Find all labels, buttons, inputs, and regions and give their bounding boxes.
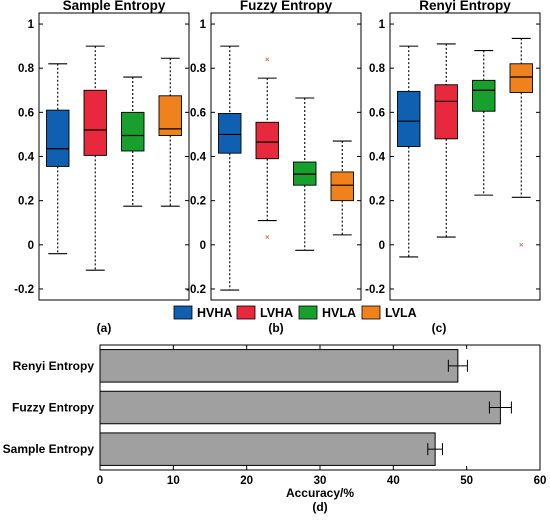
legend-label-lvha: LVHA bbox=[260, 306, 293, 320]
legend-swatch-lvha bbox=[236, 305, 256, 320]
box-hvla bbox=[121, 111, 145, 152]
chart-title-fuzzy-entropy: Fuzzy Entropy bbox=[240, 0, 333, 13]
legend-swatch-hvha bbox=[173, 305, 193, 320]
panel-sample-entropy: Sample Entropy -0.2 0 0.2 0.4 0.6 0.8 1 bbox=[14, 0, 190, 301]
box-hvla bbox=[472, 79, 496, 112]
box-lvla bbox=[330, 171, 354, 202]
category-label-fuzzy-entropy: Fuzzy Entropy bbox=[12, 401, 94, 415]
legend: HVHA LVHA HVLA LVLA bbox=[173, 305, 417, 320]
category-label-sample-entropy: Sample Entropy bbox=[3, 442, 95, 456]
box-lvha bbox=[434, 84, 458, 140]
y-tick-label: -0.2 bbox=[14, 284, 34, 296]
x-tick-label: 40 bbox=[387, 475, 400, 487]
y-tick-label: 0 bbox=[28, 240, 34, 252]
box-hvha bbox=[397, 90, 421, 148]
panel-accuracy: 0 10 20 30 40 50 60 Renyi Entropy Fuzzy Entropy S… bbox=[3, 344, 547, 487]
y-tick-label: 0.4 bbox=[369, 152, 386, 164]
y-tick-label: 0.2 bbox=[18, 196, 34, 208]
legend-label-lvla: LVLA bbox=[385, 306, 417, 320]
x-tick-label: 30 bbox=[314, 475, 327, 487]
box-lvla bbox=[158, 95, 182, 136]
box-lvla bbox=[509, 63, 533, 93]
y-tick-label: 0.6 bbox=[369, 107, 385, 119]
y-tick-label: -0.2 bbox=[365, 284, 385, 296]
y-tick-label: 0.8 bbox=[18, 63, 35, 75]
x-tick-label: 60 bbox=[534, 475, 547, 487]
x-tick-label: 0 bbox=[97, 475, 103, 487]
y-tick-label: 1 bbox=[200, 19, 207, 31]
panel-label-c: (c) bbox=[432, 321, 447, 335]
y-tick-label: 1 bbox=[28, 19, 35, 31]
outlier-lvha bbox=[265, 235, 270, 240]
outlier-lvla bbox=[519, 242, 524, 247]
box-hvha bbox=[218, 112, 242, 154]
plot-frame-fuzzy-entropy bbox=[210, 12, 362, 301]
y-tick-label: 0.4 bbox=[18, 152, 35, 164]
legend-label-hvha: HVHA bbox=[197, 306, 232, 320]
bar-fuzzy-entropy bbox=[99, 390, 501, 425]
box-lvha bbox=[255, 121, 279, 160]
x-axis-label-d: Accuracy/% bbox=[286, 486, 354, 500]
y-tick-label: 0.8 bbox=[369, 63, 386, 75]
chart-title-renyi-entropy: Renyi Entropy bbox=[419, 0, 511, 13]
bar-sample-entropy bbox=[99, 432, 436, 466]
y-tick-label: 0.6 bbox=[190, 107, 206, 119]
category-label-renyi-entropy: Renyi Entropy bbox=[13, 359, 95, 373]
legend-swatch-lvla bbox=[361, 305, 381, 320]
box-hvha bbox=[46, 109, 70, 167]
y-tick-label: 0.8 bbox=[190, 63, 207, 75]
x-tick-label: 10 bbox=[167, 475, 180, 487]
panel-label-d: (d) bbox=[312, 500, 327, 514]
panel-renyi-entropy: Renyi Entropy -0.2 0 0.2 0.4 0.6 0.8 1 bbox=[365, 0, 541, 301]
y-tick-label: 0 bbox=[200, 240, 206, 252]
x-tick-label: 50 bbox=[460, 475, 473, 487]
outlier-lvha bbox=[265, 57, 270, 62]
x-tick-label: 20 bbox=[240, 475, 253, 487]
box-lvha bbox=[83, 89, 107, 156]
bar-renyi-entropy bbox=[99, 349, 459, 383]
y-tick-label: 0 bbox=[379, 240, 385, 252]
y-tick-label: 1 bbox=[379, 19, 386, 31]
panel-fuzzy-entropy: Fuzzy Entropy -0.2 0 0.2 0.4 0.6 0.8 1 bbox=[186, 0, 362, 301]
panel-label-b: (b) bbox=[268, 321, 283, 335]
chart-title-sample-entropy: Sample Entropy bbox=[63, 0, 166, 13]
y-tick-label: -0.2 bbox=[186, 284, 206, 296]
y-tick-label: 0.2 bbox=[369, 196, 385, 208]
panel-label-a: (a) bbox=[97, 321, 112, 335]
legend-swatch-hvla bbox=[298, 305, 318, 320]
y-tick-label: 0.6 bbox=[18, 107, 34, 119]
y-tick-label: 0.4 bbox=[190, 152, 207, 164]
legend-label-hvla: HVLA bbox=[322, 306, 356, 320]
y-tick-label: 0.2 bbox=[190, 196, 206, 208]
